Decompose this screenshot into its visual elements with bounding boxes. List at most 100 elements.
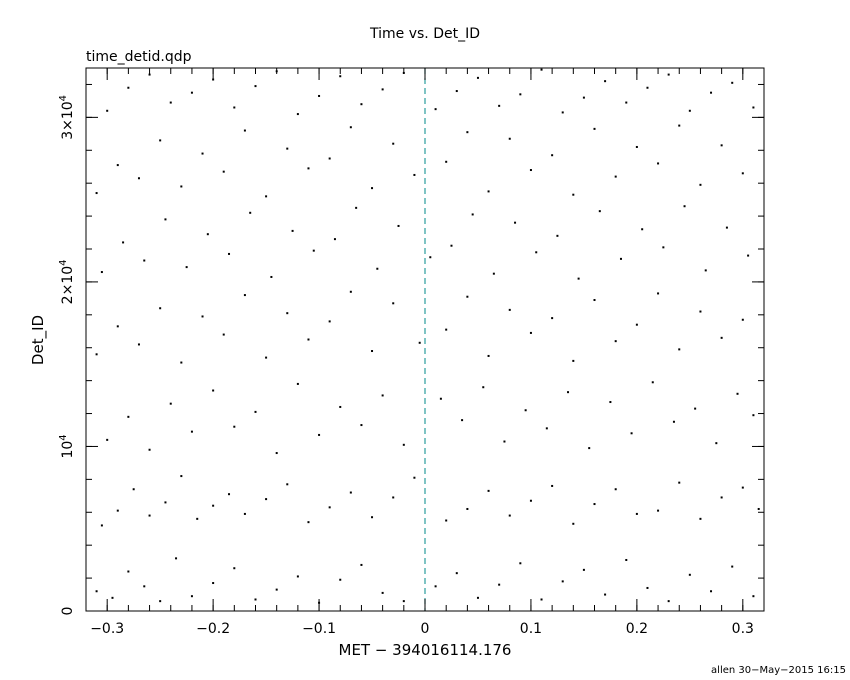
- data-point: [164, 501, 167, 504]
- data-point: [625, 101, 628, 104]
- data-point: [455, 90, 458, 93]
- data-point: [492, 272, 495, 275]
- data-point: [710, 91, 713, 94]
- data-point: [243, 294, 246, 297]
- data-point: [699, 517, 702, 520]
- data-point: [657, 509, 660, 512]
- x-tick-label: 0: [421, 621, 430, 637]
- data-point: [318, 433, 321, 436]
- data-point: [233, 425, 236, 428]
- data-point: [392, 496, 395, 499]
- data-point: [159, 307, 162, 310]
- data-point: [524, 409, 527, 412]
- data-point: [360, 103, 363, 106]
- data-point: [270, 275, 273, 278]
- data-point: [249, 211, 252, 214]
- x-tick-label: −0.3: [90, 621, 124, 637]
- x-tick-label: 0.3: [732, 621, 754, 637]
- data-point: [296, 575, 299, 578]
- data-point: [482, 386, 485, 389]
- data-point: [588, 447, 591, 450]
- data-point: [265, 356, 268, 359]
- data-point: [169, 402, 172, 405]
- data-point: [741, 172, 744, 175]
- data-point: [688, 573, 691, 576]
- data-point: [339, 405, 342, 408]
- data-point: [678, 481, 681, 484]
- data-point: [710, 590, 713, 593]
- points-layer: [95, 68, 760, 604]
- data-point: [572, 522, 575, 525]
- data-point: [212, 389, 215, 392]
- x-tick-label: 0.2: [626, 621, 648, 637]
- chart-title: Time vs. Det_ID: [369, 26, 480, 42]
- data-point: [116, 325, 119, 328]
- data-point: [651, 381, 654, 384]
- data-point: [593, 299, 596, 302]
- x-tick-label: −0.2: [196, 621, 230, 637]
- data-point: [159, 600, 162, 603]
- data-point: [466, 507, 469, 510]
- data-point: [551, 154, 554, 157]
- data-point: [111, 596, 114, 599]
- data-point: [275, 452, 278, 455]
- data-point: [201, 152, 204, 155]
- data-point: [233, 567, 236, 570]
- data-point: [519, 93, 522, 96]
- data-point: [376, 267, 379, 270]
- data-point: [741, 318, 744, 321]
- data-point: [582, 96, 585, 99]
- data-point: [450, 244, 453, 247]
- data-point: [402, 443, 405, 446]
- data-point: [545, 427, 548, 430]
- data-point: [318, 94, 321, 97]
- data-point: [180, 361, 183, 364]
- data-point: [487, 489, 490, 492]
- data-point: [704, 269, 707, 272]
- data-point: [529, 499, 532, 502]
- data-point: [529, 169, 532, 172]
- data-point: [180, 475, 183, 478]
- data-point: [371, 350, 374, 353]
- data-point: [307, 167, 310, 170]
- data-point: [593, 503, 596, 506]
- data-point: [604, 593, 607, 596]
- data-point: [164, 218, 167, 221]
- data-point: [116, 164, 119, 167]
- data-point: [127, 415, 130, 418]
- data-point: [328, 320, 331, 323]
- data-point: [122, 241, 125, 244]
- data-point: [635, 323, 638, 326]
- data-point: [148, 448, 151, 451]
- data-point: [487, 190, 490, 193]
- data-point: [731, 81, 734, 84]
- data-point: [143, 585, 146, 588]
- data-point: [561, 580, 564, 583]
- x-axis: −0.3 −0.2 −0.1 0 0.1 0.2 0.3: [90, 68, 754, 637]
- data-point: [201, 315, 204, 318]
- data-point: [296, 382, 299, 385]
- data-point: [535, 251, 538, 254]
- data-point: [212, 582, 215, 585]
- data-point: [747, 254, 750, 257]
- data-point: [328, 506, 331, 509]
- data-point: [540, 68, 543, 71]
- data-point: [137, 343, 140, 346]
- data-point: [604, 80, 607, 83]
- data-point: [476, 596, 479, 599]
- data-point: [169, 101, 172, 104]
- x-tick-label: 0.1: [520, 621, 542, 637]
- data-point: [498, 583, 501, 586]
- y-tick-label: 0: [60, 607, 76, 616]
- data-point: [100, 271, 103, 274]
- data-point: [307, 338, 310, 341]
- x-tick-label: −0.1: [302, 621, 336, 637]
- data-point: [741, 486, 744, 489]
- data-point: [254, 85, 257, 88]
- data-point: [635, 512, 638, 515]
- data-point: [222, 333, 225, 336]
- data-point: [196, 517, 199, 520]
- data-point: [190, 430, 193, 433]
- data-point: [413, 476, 416, 479]
